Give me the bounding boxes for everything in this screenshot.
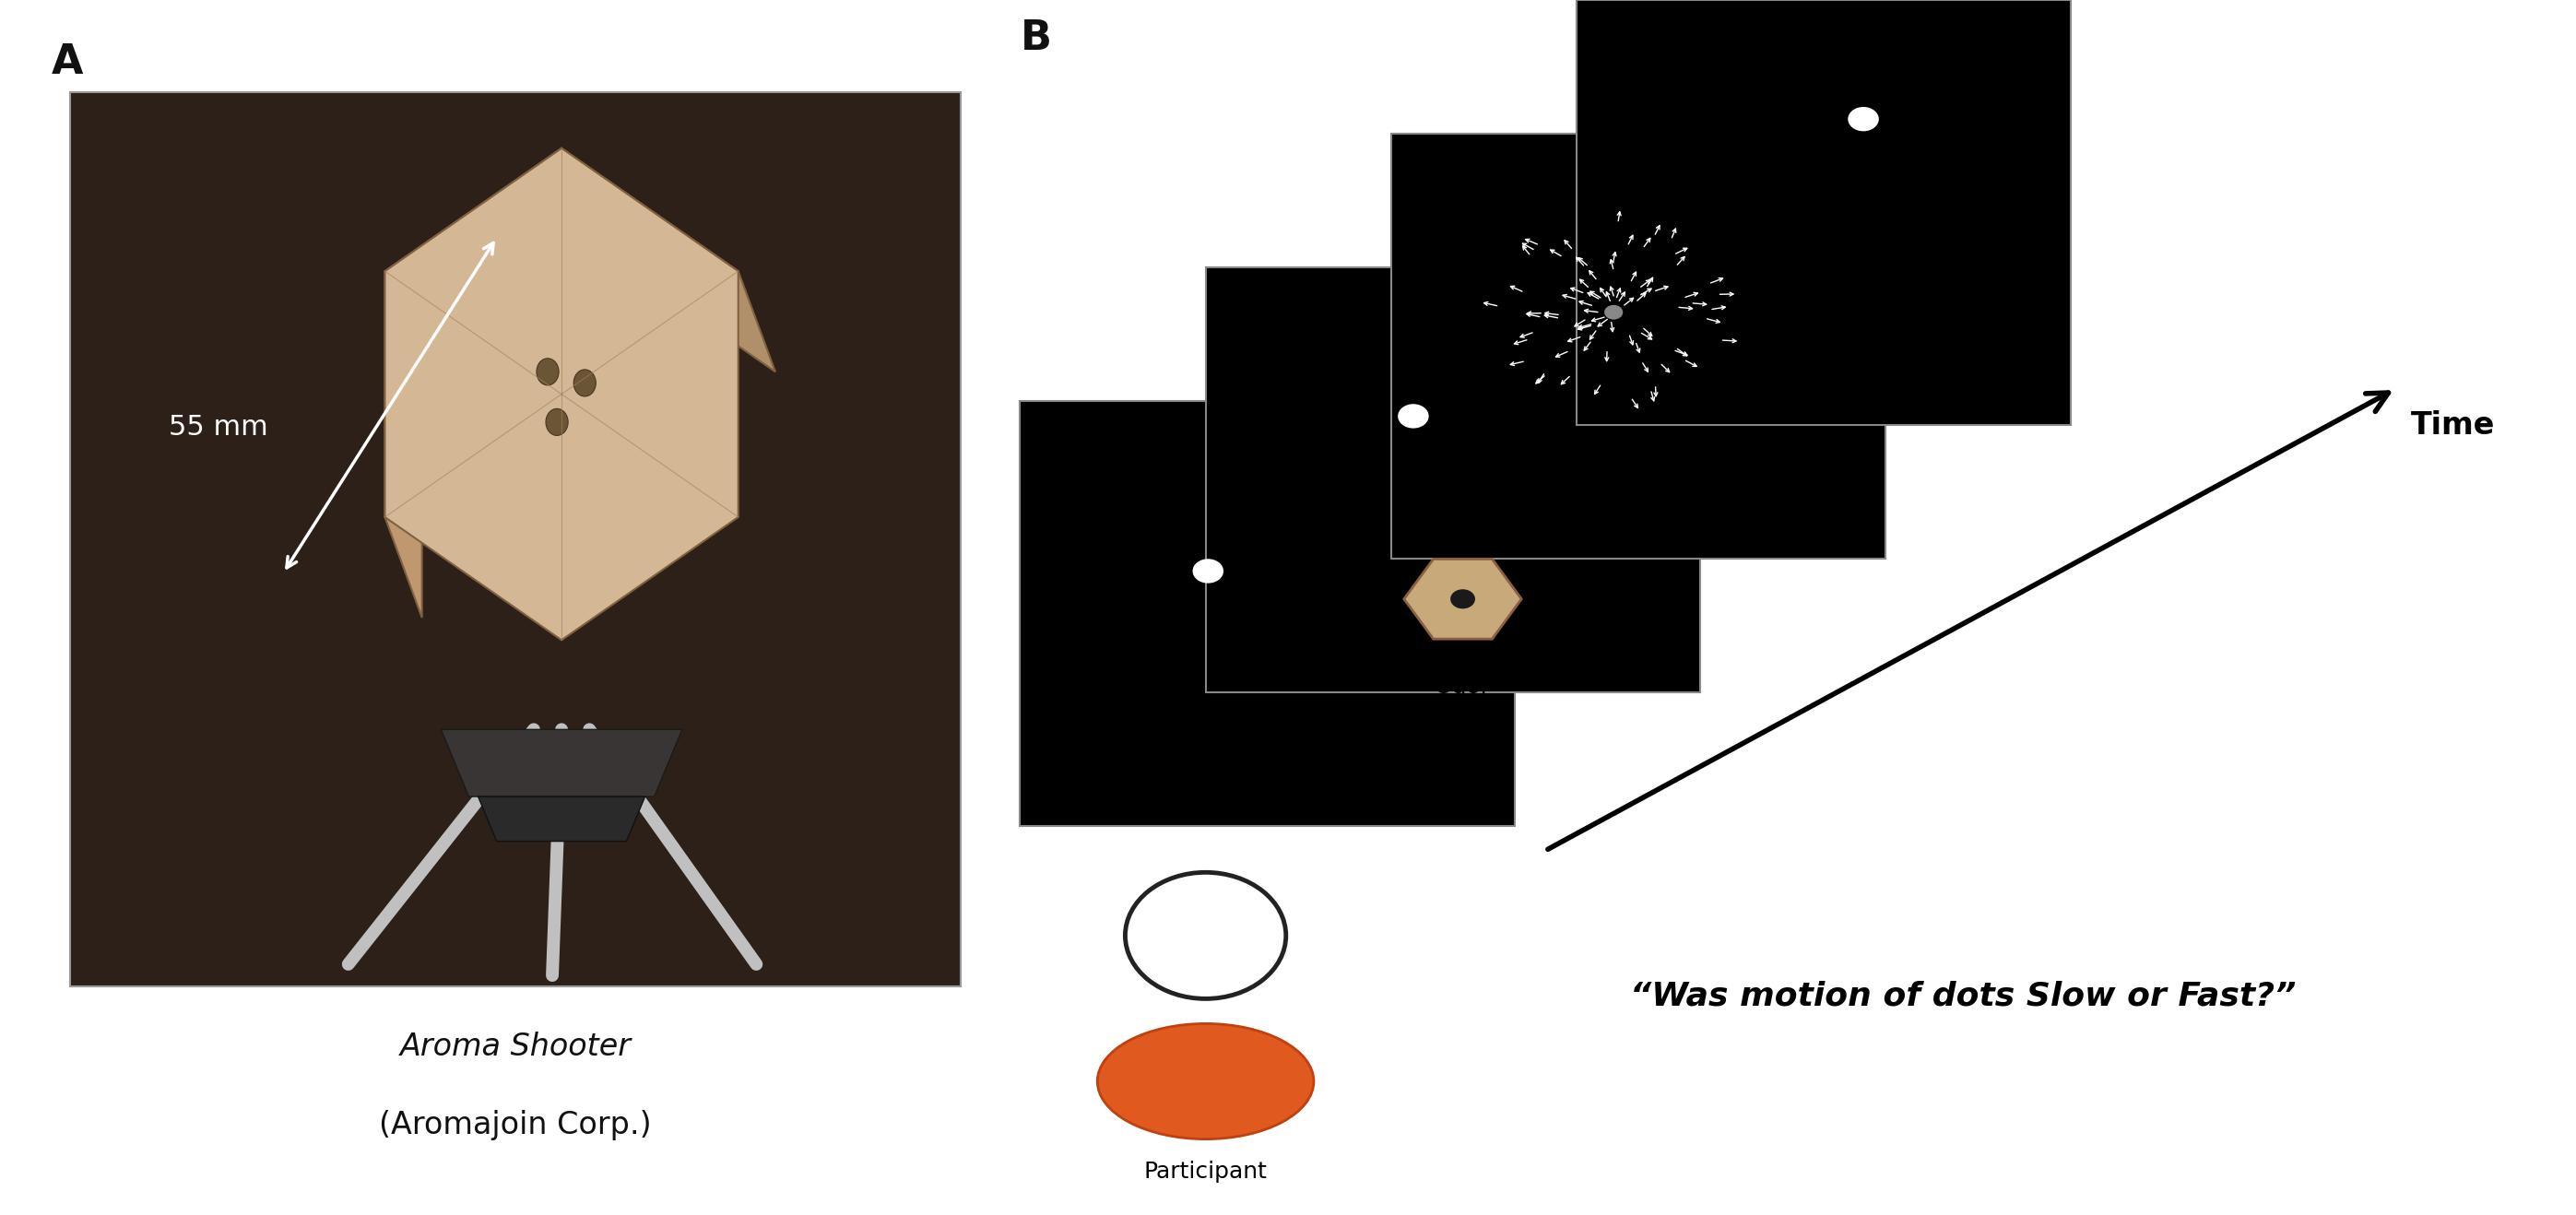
Bar xyxy=(1020,401,1515,826)
Polygon shape xyxy=(384,148,598,372)
Bar xyxy=(1206,267,1700,693)
Text: (Aromajoin Corp.): (Aromajoin Corp.) xyxy=(379,1109,652,1140)
Text: A: A xyxy=(52,43,82,81)
Text: Time: Time xyxy=(2411,409,2496,441)
Text: Odor: Odor xyxy=(1435,676,1492,697)
Polygon shape xyxy=(479,797,644,841)
Polygon shape xyxy=(384,271,422,617)
Ellipse shape xyxy=(1097,1023,1314,1140)
Text: Participant: Participant xyxy=(1144,1160,1267,1182)
Circle shape xyxy=(574,369,595,396)
Text: 55 mm: 55 mm xyxy=(170,414,268,441)
Circle shape xyxy=(1126,872,1285,999)
Text: B: B xyxy=(1020,18,1051,58)
Text: “Was motion of dots Slow or Fast?”: “Was motion of dots Slow or Fast?” xyxy=(1631,981,2295,1012)
Circle shape xyxy=(1450,589,1476,609)
Polygon shape xyxy=(562,148,775,372)
Bar xyxy=(1577,0,2071,425)
Polygon shape xyxy=(384,148,739,640)
Text: Aroma Shooter: Aroma Shooter xyxy=(399,1032,631,1062)
Circle shape xyxy=(1605,305,1623,320)
Polygon shape xyxy=(440,729,683,797)
Bar xyxy=(70,92,961,987)
Polygon shape xyxy=(1404,559,1522,639)
Circle shape xyxy=(1847,107,1878,131)
Circle shape xyxy=(536,358,559,385)
Circle shape xyxy=(1399,403,1430,428)
Circle shape xyxy=(1193,559,1224,583)
Circle shape xyxy=(546,408,569,435)
Bar xyxy=(1391,134,1886,559)
Text: Motion dots: Motion dots xyxy=(1546,565,1682,587)
Text: Response: Response xyxy=(1935,222,2045,245)
